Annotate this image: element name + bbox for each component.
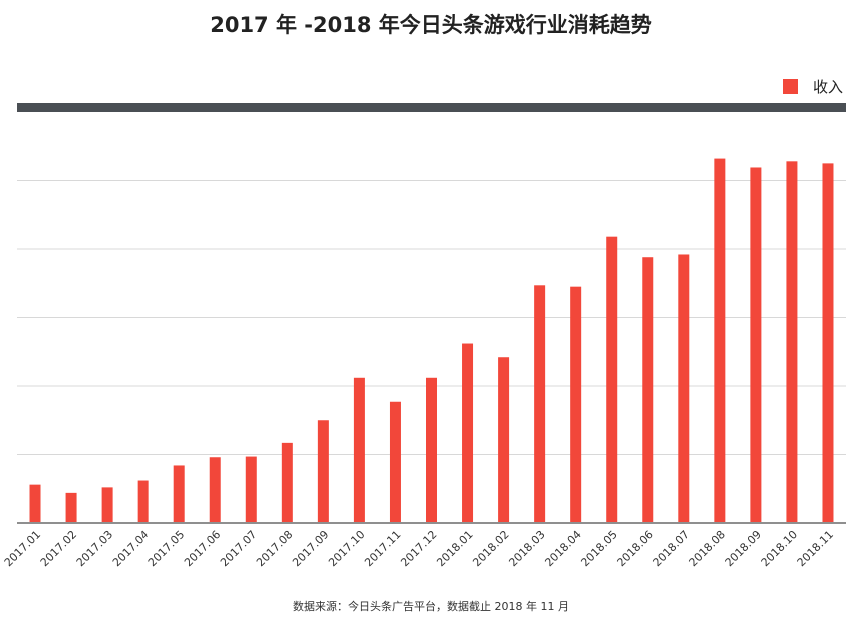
- x-tick-label: 2017.01: [2, 528, 43, 569]
- bar-2017.02: [65, 492, 77, 523]
- x-tick-label: 2017.05: [146, 528, 187, 569]
- x-tick-label: 2017.07: [218, 528, 259, 569]
- x-tick-label: 2017.02: [38, 528, 79, 569]
- bar-2017.07: [245, 456, 257, 523]
- bar-2018.04: [570, 286, 582, 523]
- bar-2018.06: [642, 257, 654, 523]
- x-tick-label: 2017.12: [398, 528, 439, 569]
- bar-2018.07: [678, 254, 690, 524]
- x-tick-label: 2018.04: [542, 528, 583, 569]
- x-tick-label: 2018.09: [723, 528, 764, 569]
- x-tick-label: 2018.07: [651, 528, 692, 569]
- bar-2018.05: [606, 236, 618, 524]
- top-band: [17, 103, 846, 112]
- bar-2017.12: [426, 377, 437, 523]
- bar-2017.09: [317, 420, 329, 523]
- bar-2018.02: [498, 357, 510, 523]
- bar-2017.10: [353, 377, 365, 523]
- x-tick-label: 2017.11: [362, 528, 403, 569]
- bar-2017.05: [173, 465, 185, 523]
- x-tick-label: 2017.08: [254, 528, 295, 569]
- bar-2017.06: [209, 457, 221, 523]
- x-tick-label: 2017.09: [290, 528, 331, 569]
- legend: 收入: [783, 78, 843, 96]
- bar-2017.04: [137, 480, 149, 523]
- x-tick-label: 2018.03: [506, 528, 547, 569]
- x-tick-label: 2018.06: [615, 528, 656, 569]
- bar-2017.01: [29, 484, 41, 523]
- bar-2018.08: [714, 158, 726, 523]
- bars: [29, 158, 834, 524]
- x-tick-label: 2017.10: [326, 528, 367, 569]
- gridlines: [17, 180, 846, 455]
- x-tick-label: 2018.02: [470, 528, 511, 569]
- chart-title: 2017 年 -2018 年今日头条游戏行业消耗趋势: [210, 13, 652, 37]
- legend-label: 收入: [813, 78, 843, 96]
- x-tick-label: 2017.03: [74, 528, 115, 569]
- bar-2017.03: [101, 487, 113, 523]
- bar-2018.11: [822, 163, 834, 524]
- bar-2018.10: [786, 161, 798, 523]
- x-tick-label: 2018.08: [687, 528, 728, 569]
- bar-2018.09: [750, 167, 762, 524]
- x-tick-label: 2017.04: [110, 528, 151, 569]
- x-tick-label: 2018.05: [578, 528, 619, 569]
- x-tick-label: 2018.10: [759, 528, 800, 569]
- x-tick-label: 2018.11: [795, 528, 836, 569]
- source-note: 数据来源：今日头条广告平台，数据截止 2018 年 11 月: [293, 599, 569, 613]
- bar-2018.03: [534, 285, 546, 523]
- bar-2017.11: [389, 401, 401, 523]
- bar-2017.08: [281, 442, 293, 523]
- legend-swatch: [783, 79, 798, 94]
- x-tick-label: 2018.01: [434, 528, 475, 569]
- x-tick-label: 2017.06: [182, 528, 223, 569]
- x-tick-labels: 2017.012017.022017.032017.042017.052017.…: [2, 528, 836, 569]
- bar-2018.01: [462, 343, 474, 523]
